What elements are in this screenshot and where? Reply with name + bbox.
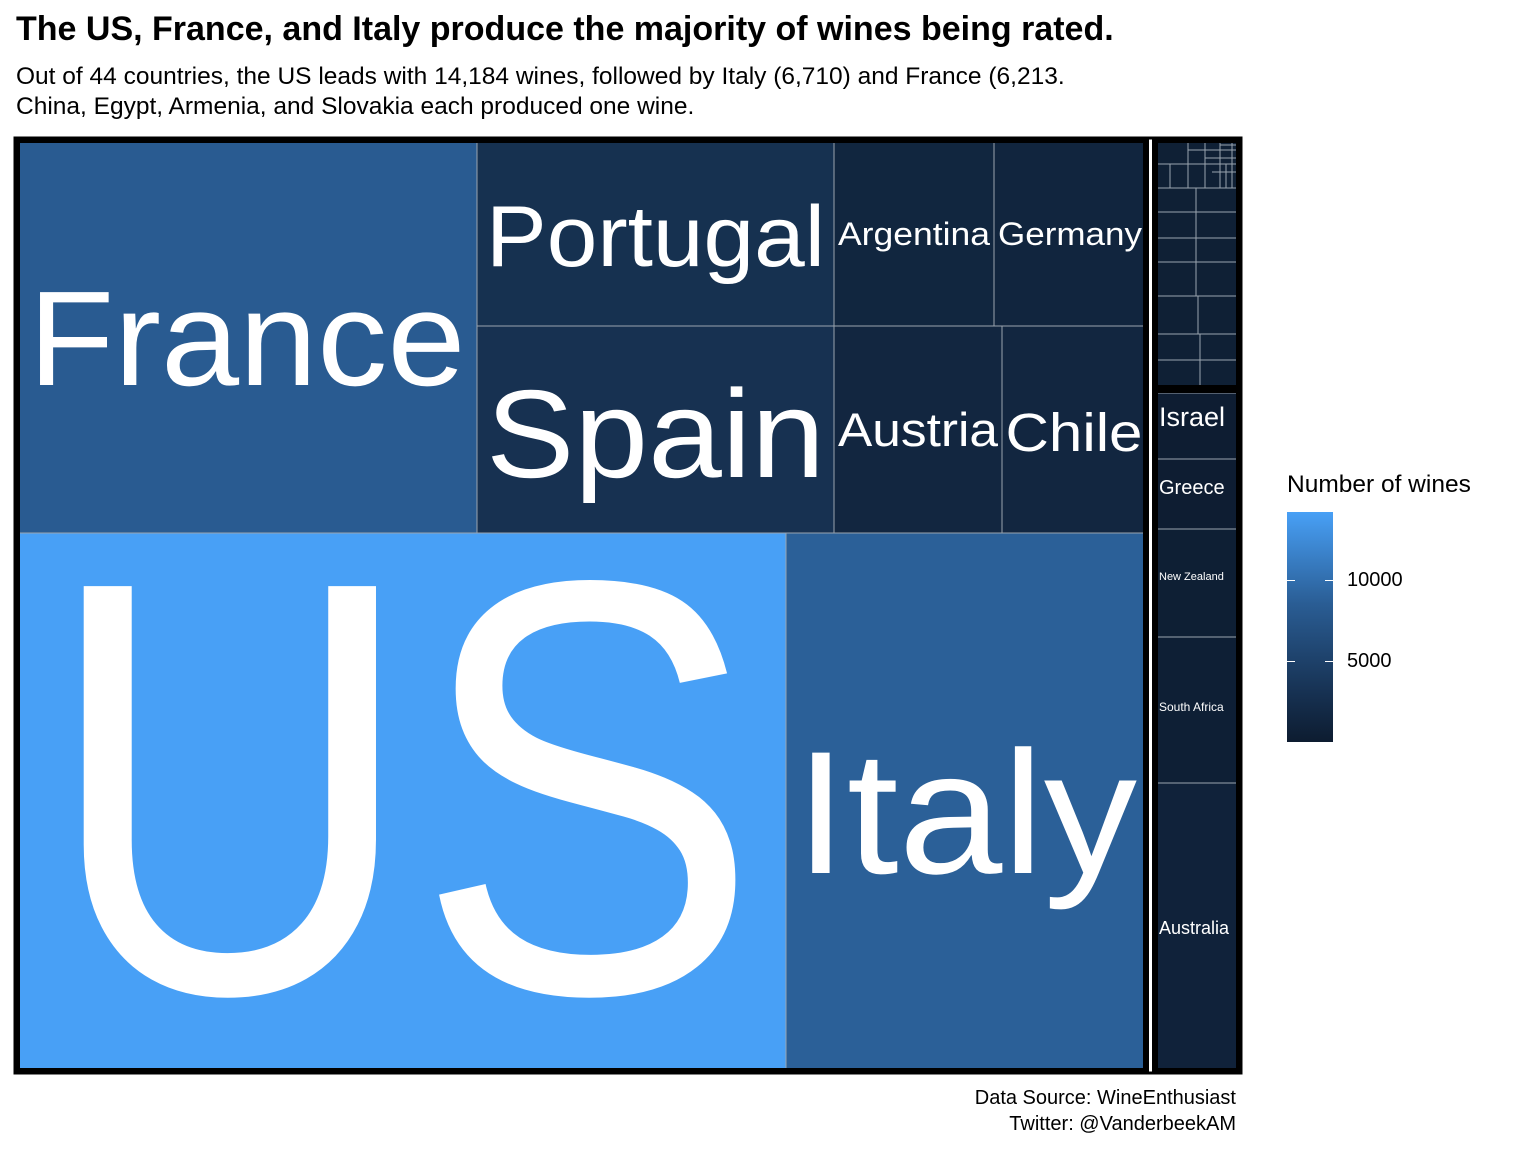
treemap-border: [13, 136, 1243, 1075]
group-border: [1152, 387, 1242, 1074]
label-spain: Spain: [486, 365, 825, 504]
tile-israel: [1154, 392, 1240, 460]
label-greece: Greece: [1159, 477, 1225, 499]
tile-greece: [1154, 458, 1240, 530]
subtitle-line-1: Out of 44 countries, the US leads with 1…: [16, 63, 1065, 90]
tile-italy: [785, 532, 1147, 1072]
tile-new-zealand: [1154, 528, 1240, 638]
legend-tick-right: [1325, 579, 1333, 582]
chart-title: The US, France, and Italy produce the ma…: [16, 10, 1114, 48]
caption-twitter: Twitter: @VanderbeekAM: [1009, 1113, 1236, 1135]
legend-tick-label: 10000: [1347, 568, 1403, 591]
tile-spain: [476, 325, 835, 534]
subtitle-line-2: China, Egypt, Armenia, and Slovakia each…: [16, 93, 695, 120]
label-germany: Germany: [998, 216, 1142, 252]
label-us: US: [44, 459, 759, 1118]
label-italy: Italy: [795, 716, 1138, 911]
label-austria: Austria: [838, 403, 999, 456]
chart-caption: Data Source: WineEnthusiast Twitter: @Va…: [975, 1085, 1236, 1137]
legend-tick-right: [1325, 660, 1333, 663]
label-south-africa: South Africa: [1159, 700, 1224, 714]
chart-subtitle: Out of 44 countries, the US leads with 1…: [16, 62, 1065, 122]
tile-portugal: [476, 139, 835, 327]
label-israel: Israel: [1159, 402, 1225, 432]
legend-tick-left: [1287, 660, 1295, 663]
legend-colorbar: [1287, 512, 1333, 742]
legend-tick-label: 5000: [1347, 649, 1392, 672]
legend-title: Number of wines: [1287, 471, 1471, 498]
label-new-zealand: New Zealand: [1159, 571, 1224, 583]
tile-australia: [1154, 782, 1240, 1072]
tile-us: [16, 532, 787, 1072]
tile-small-countries: [1155, 140, 1239, 388]
caption-source: Data Source: WineEnthusiast: [974, 1087, 1236, 1109]
label-france: France: [29, 263, 466, 414]
label-portugal: Portugal: [486, 189, 825, 285]
group-border: [14, 137, 1149, 1074]
tile-austria: [833, 325, 1003, 534]
label-chile: Chile: [1006, 403, 1143, 463]
label-australia: Australia: [1159, 918, 1230, 938]
label-argentina: Argentina: [838, 216, 990, 252]
legend-tick-left: [1287, 579, 1295, 582]
tile-chile: [1001, 325, 1147, 534]
tile-south-africa: [1154, 636, 1240, 784]
